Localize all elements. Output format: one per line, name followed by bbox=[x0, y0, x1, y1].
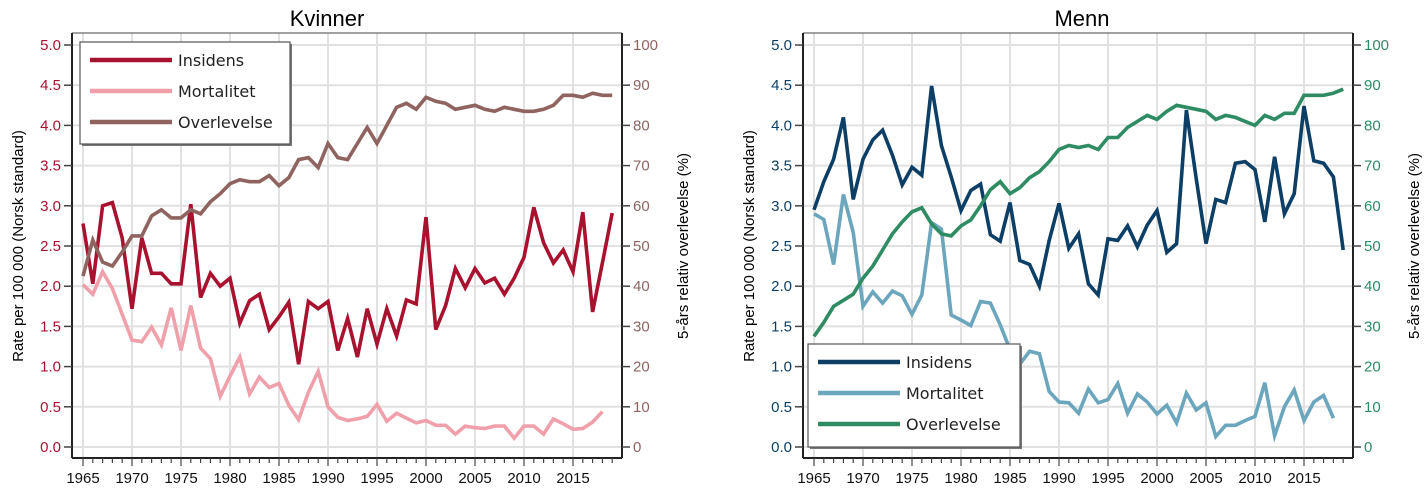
x-tick-label: 2000 bbox=[1140, 470, 1173, 487]
x-tick-label: 2005 bbox=[1189, 470, 1222, 487]
x-tick-label: 1985 bbox=[993, 470, 1026, 487]
y-tick-label: 2.0 bbox=[771, 278, 792, 295]
y-tick-label: 1.0 bbox=[40, 359, 61, 376]
series-line-overlevelse bbox=[81, 91, 613, 277]
series-line-overlevelse bbox=[812, 87, 1344, 338]
x-tick-label: 1995 bbox=[360, 470, 393, 487]
x-tick-label: 2000 bbox=[409, 470, 442, 487]
chart-kvinner: Kvinner Rate per 100 000 (Norsk standard… bbox=[10, 6, 692, 487]
y2-tick-label: 60 bbox=[1364, 198, 1381, 215]
y2-tick-label: 10 bbox=[633, 399, 650, 416]
y-tick-label: 0.0 bbox=[40, 439, 61, 456]
y-tick-label: 3.0 bbox=[771, 198, 792, 215]
y-tick-label: 3.5 bbox=[40, 158, 61, 175]
y-tick-label: 1.5 bbox=[771, 318, 792, 335]
x-tick-label: 2010 bbox=[507, 470, 540, 487]
y-tick-label: 3.5 bbox=[771, 158, 792, 175]
y-tick-label: 4.5 bbox=[40, 77, 61, 94]
y2-tick-label: 80 bbox=[633, 117, 650, 134]
x-tick-label: 1985 bbox=[262, 470, 295, 487]
y2-tick-label: 50 bbox=[633, 238, 650, 255]
y2-tick-label: 80 bbox=[1364, 117, 1381, 134]
y2-tick-label: 10 bbox=[1364, 399, 1381, 416]
y2-tick-label: 50 bbox=[1364, 238, 1381, 255]
x-tick-label: 1995 bbox=[1091, 470, 1124, 487]
x-tick-label: 1965 bbox=[66, 470, 99, 487]
y-tick-label: 0.0 bbox=[771, 439, 792, 456]
legend-label: Overlevelse bbox=[906, 415, 1001, 434]
legend-label: Mortalitet bbox=[178, 82, 256, 101]
y2-tick-label: 20 bbox=[633, 359, 650, 376]
x-tick-label: 1990 bbox=[311, 470, 344, 487]
y-axis-label: Rate per 100 000 (Norsk standard) bbox=[741, 130, 758, 362]
x-tick-label: 1970 bbox=[846, 470, 879, 487]
y2-tick-label: 70 bbox=[1364, 158, 1381, 175]
series-line-mortalitet bbox=[81, 267, 604, 442]
chart-menn: Menn Rate per 100 000 (Norsk standard) 5… bbox=[741, 6, 1423, 487]
y2-tick-label: 0 bbox=[633, 439, 641, 456]
x-tick-label: 1980 bbox=[213, 470, 246, 487]
y2-tick-label: 0 bbox=[1364, 439, 1372, 456]
y2-axis-label: 5-års relativ overlevelse (%) bbox=[675, 153, 692, 339]
x-tick-label: 2010 bbox=[1238, 470, 1271, 487]
x-tick-label: 2015 bbox=[556, 470, 589, 487]
y-tick-label: 4.5 bbox=[771, 77, 792, 94]
y-tick-label: 4.0 bbox=[40, 117, 61, 134]
x-tick-label: 1975 bbox=[164, 470, 197, 487]
x-tick-label: 1970 bbox=[115, 470, 148, 487]
y-tick-label: 3.0 bbox=[40, 198, 61, 215]
x-tick-label: 2005 bbox=[458, 470, 491, 487]
y2-tick-label: 30 bbox=[633, 318, 650, 335]
y-tick-label: 0.5 bbox=[40, 399, 61, 416]
y-tick-label: 2.5 bbox=[40, 238, 61, 255]
x-tick-label: 2015 bbox=[1287, 470, 1320, 487]
y-tick-label: 2.0 bbox=[40, 278, 61, 295]
y2-tick-label: 70 bbox=[633, 158, 650, 175]
x-tick-label: 1965 bbox=[797, 470, 830, 487]
legend: Insidens Mortalitet Overlevelse bbox=[807, 343, 1022, 449]
y-axis-label: Rate per 100 000 (Norsk standard) bbox=[10, 130, 27, 362]
x-tick-label: 1975 bbox=[895, 470, 928, 487]
y-tick-label: 0.5 bbox=[771, 399, 792, 416]
y2-tick-label: 100 bbox=[633, 37, 658, 54]
y-tick-label: 2.5 bbox=[771, 238, 792, 255]
y2-tick-label: 60 bbox=[633, 198, 650, 215]
y2-tick-label: 30 bbox=[1364, 318, 1381, 335]
chart-title: Kvinner bbox=[290, 6, 365, 31]
y2-tick-label: 40 bbox=[633, 278, 650, 295]
y2-tick-label: 90 bbox=[633, 77, 650, 94]
y2-tick-label: 40 bbox=[1364, 278, 1381, 295]
legend-label: Insidens bbox=[178, 51, 244, 70]
y-tick-label: 1.5 bbox=[40, 318, 61, 335]
x-tick-label: 1990 bbox=[1042, 470, 1075, 487]
legend-label: Mortalitet bbox=[906, 384, 984, 403]
legend: Insidens Mortalitet Overlevelse bbox=[79, 41, 292, 146]
series-line-mortalitet bbox=[813, 194, 1336, 443]
y-tick-label: 5.0 bbox=[40, 37, 61, 54]
y-tick-label: 1.0 bbox=[771, 359, 792, 376]
series-line-insidens bbox=[812, 85, 1345, 300]
chart-title: Menn bbox=[1054, 6, 1109, 31]
y-tick-label: 4.0 bbox=[771, 117, 792, 134]
y2-axis-label: 5-års relativ overlevelse (%) bbox=[1406, 153, 1423, 339]
y2-tick-label: 90 bbox=[1364, 77, 1381, 94]
x-tick-label: 1980 bbox=[944, 470, 977, 487]
legend-label: Insidens bbox=[906, 353, 972, 372]
legend-label: Overlevelse bbox=[178, 113, 273, 132]
y2-tick-label: 100 bbox=[1364, 37, 1389, 54]
series-line-insidens bbox=[81, 200, 614, 365]
y2-tick-label: 20 bbox=[1364, 359, 1381, 376]
y-tick-label: 5.0 bbox=[771, 37, 792, 54]
